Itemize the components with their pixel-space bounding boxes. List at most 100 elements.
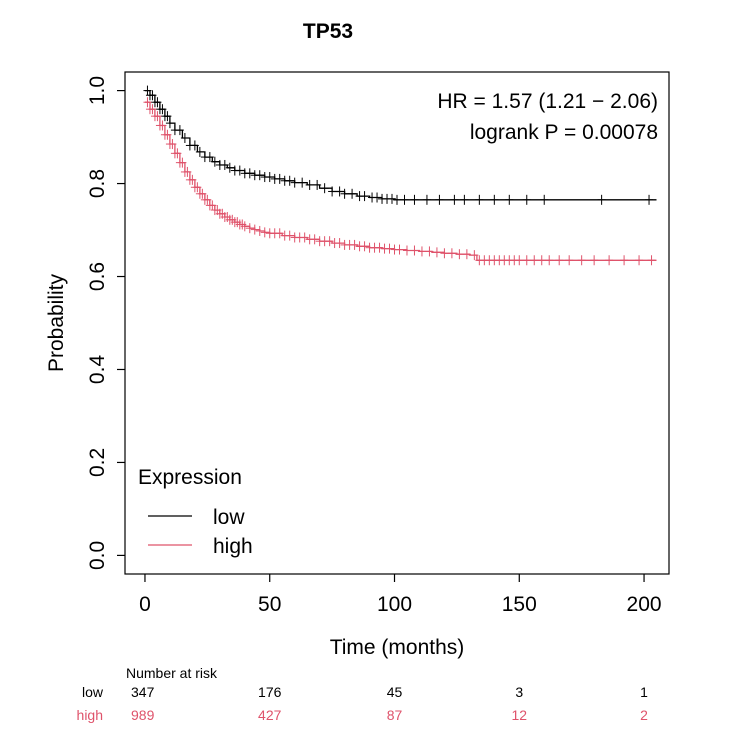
censor-mark-low xyxy=(460,194,469,205)
censor-mark-low xyxy=(225,162,234,173)
censor-mark-low xyxy=(320,183,329,194)
risk-count-high: 427 xyxy=(258,707,282,723)
censor-mark-low xyxy=(373,192,382,203)
censor-mark-high xyxy=(188,174,197,185)
censor-mark-low xyxy=(275,173,284,184)
legend: Expression low high xyxy=(138,466,253,558)
censor-mark-low xyxy=(360,191,369,202)
censor-mark-high xyxy=(395,244,404,255)
censor-mark-low xyxy=(163,111,172,122)
censor-mark-low xyxy=(165,118,174,129)
censor-mark-low xyxy=(285,175,294,186)
censor-mark-low xyxy=(388,193,397,204)
censor-mark-low xyxy=(235,165,244,176)
censor-mark-high xyxy=(530,255,539,266)
y-tick-label: 1.0 xyxy=(86,76,109,105)
censor-mark-high xyxy=(183,166,192,177)
censor-mark-low xyxy=(410,194,419,205)
censor-mark-high xyxy=(198,188,207,199)
risk-count-low: 3 xyxy=(515,684,523,700)
censor-mark-high xyxy=(285,230,294,241)
censor-mark-low xyxy=(175,125,184,136)
censor-mark-high xyxy=(590,255,599,266)
censor-mark-high xyxy=(275,228,284,239)
censor-mark-low xyxy=(180,133,189,144)
censor-mark-high xyxy=(178,157,187,168)
y-tick-label: 0.2 xyxy=(86,448,109,477)
censor-mark-high xyxy=(545,255,554,266)
censor-mark-low xyxy=(290,177,299,188)
risk-count-high: 989 xyxy=(131,707,155,723)
censor-mark-high xyxy=(515,255,524,266)
censor-mark-high xyxy=(410,245,419,256)
censor-mark-high xyxy=(143,97,152,108)
x-axis-label: Time (months) xyxy=(330,636,465,659)
censor-mark-high xyxy=(250,224,259,235)
censor-mark-high xyxy=(432,247,441,258)
censor-mark-high xyxy=(565,255,574,266)
censor-mark-high xyxy=(310,234,319,245)
legend-label-low: low xyxy=(213,506,245,529)
legend-label-high: high xyxy=(213,535,253,558)
censor-mark-high xyxy=(360,241,369,252)
censor-mark-high xyxy=(605,255,614,266)
censor-mark-low xyxy=(490,194,499,205)
y-tick-label: 0.6 xyxy=(86,262,109,291)
censor-mark-low xyxy=(190,140,199,151)
censor-mark-high xyxy=(300,232,309,243)
risk-row-label-high: high xyxy=(77,707,103,723)
x-tick-label: 200 xyxy=(627,593,662,616)
risk-count-low: 45 xyxy=(387,684,403,700)
censor-mark-high xyxy=(335,238,344,249)
censor-mark-high xyxy=(385,243,394,254)
risk-table-title: Number at risk xyxy=(126,665,218,681)
censor-mark-low xyxy=(475,194,484,205)
censor-mark-high xyxy=(470,250,479,261)
censor-mark-low xyxy=(597,194,606,205)
censor-mark-high xyxy=(168,139,177,150)
censor-mark-high xyxy=(193,182,202,193)
censor-mark-low xyxy=(335,186,344,197)
censor-mark-high xyxy=(635,255,644,266)
censor-mark-low xyxy=(393,194,401,205)
censor-mark-high xyxy=(647,255,656,266)
censor-mark-high xyxy=(245,223,254,234)
risk-count-low: 1 xyxy=(640,684,648,700)
censor-mark-low xyxy=(255,170,264,181)
x-tick-label: 50 xyxy=(258,593,281,616)
censor-mark-low xyxy=(265,172,274,183)
censor-mark-high xyxy=(425,246,434,257)
y-tick-label: 0.8 xyxy=(86,169,109,198)
censor-mark-high xyxy=(447,248,456,259)
risk-count-low: 176 xyxy=(258,684,282,700)
censor-mark-high xyxy=(555,255,564,266)
censor-mark-high xyxy=(440,248,449,259)
censor-mark-high xyxy=(325,236,334,247)
censor-mark-low xyxy=(195,146,204,157)
censor-mark-low xyxy=(505,194,514,205)
censor-mark-high xyxy=(153,111,162,122)
censor-mark-high xyxy=(260,227,269,238)
censor-mark-high xyxy=(402,245,411,256)
censor-mark-high xyxy=(255,225,264,236)
censor-mark-low xyxy=(305,179,314,190)
censor-mark-low xyxy=(435,194,444,205)
censor-mark-high xyxy=(158,120,167,131)
censor-mark-high xyxy=(203,194,212,205)
censor-mark-low xyxy=(148,90,157,101)
y-axis-label: Probability xyxy=(45,273,68,372)
censor-mark-high xyxy=(375,242,384,253)
censor-mark-high xyxy=(577,255,586,266)
censor-mark-low xyxy=(153,97,162,108)
censor-mark-high xyxy=(173,148,182,159)
hr-annotation: HR = 1.57 (1.21 − 2.06) xyxy=(437,90,658,113)
censor-mark-low xyxy=(450,194,459,205)
censor-mark-high xyxy=(620,255,629,266)
censor-mark-low xyxy=(210,156,219,167)
censor-mark-high xyxy=(537,255,546,266)
x-tick-label: 150 xyxy=(502,593,537,616)
risk-count-high: 12 xyxy=(511,707,527,723)
censor-mark-low xyxy=(340,188,349,199)
censor-mark-low xyxy=(158,104,167,115)
